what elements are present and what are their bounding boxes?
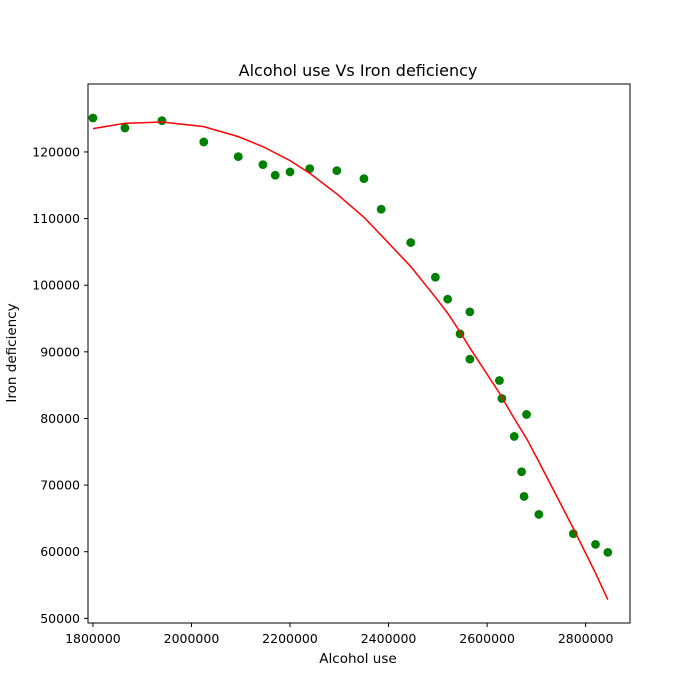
y-tick-label: 60000 (40, 544, 80, 559)
y-tick-label: 90000 (40, 344, 80, 359)
y-tick-label: 70000 (40, 478, 80, 493)
scatter-point-3 (199, 137, 209, 147)
scatter-point-1 (120, 123, 130, 133)
trend-line (92, 121, 609, 600)
scatter-point-11 (376, 204, 386, 214)
y-tick-label: 50000 (40, 611, 80, 626)
scatter-point-9 (332, 166, 342, 176)
scatter-point-5 (258, 160, 268, 170)
scatter-point-23 (522, 410, 531, 419)
y-axis: 50000 60000 70000 80000 90000 100000 110000 120… (32, 144, 88, 626)
y-tick-label: 80000 (40, 411, 80, 426)
scatter-point-0 (88, 113, 98, 123)
scatter-point-16 (465, 307, 475, 317)
scatter-point-2 (157, 116, 167, 126)
y-tick-label: 100000 (32, 278, 80, 293)
plot-frame (87, 83, 631, 624)
scatter-point-6 (270, 170, 280, 180)
scatter-point-20 (509, 432, 519, 441)
scatter-point-27 (603, 547, 613, 557)
x-tick-label: 1800000 (65, 631, 121, 646)
scatter-point-26 (591, 539, 600, 549)
scatter-point-13 (430, 272, 440, 282)
scatter-point-8 (305, 164, 315, 174)
chart-title: Alcohol use Vs Iron deficiency (239, 61, 478, 80)
x-axis-label: Alcohol use (319, 651, 396, 667)
scatter-point-14 (443, 294, 453, 304)
x-tick-label: 2400000 (361, 631, 417, 646)
scatter-point-12 (406, 238, 416, 247)
x-tick-label: 2000000 (164, 631, 220, 646)
scatter-point-7 (285, 167, 295, 177)
x-tick-label: 2200000 (262, 631, 318, 646)
scatter-point-24 (534, 510, 544, 519)
plot-area (88, 113, 613, 600)
scatter-point-17 (465, 354, 475, 364)
y-tick-label: 120000 (32, 144, 80, 159)
scatter-point-10 (359, 174, 369, 184)
x-tick-label: 2600000 (459, 631, 515, 646)
scatter-point-21 (517, 467, 526, 477)
y-axis-label: Iron deficiency (4, 303, 20, 402)
x-tick-label: 2800000 (558, 631, 614, 646)
y-tick-label: 110000 (32, 211, 80, 226)
x-axis: 1800000 2000000 2200000 2400000 2600000 28000… (65, 623, 614, 646)
scatter-point-4 (233, 152, 243, 162)
scatter-point-22 (519, 492, 529, 501)
scatter-point-18 (495, 376, 504, 385)
